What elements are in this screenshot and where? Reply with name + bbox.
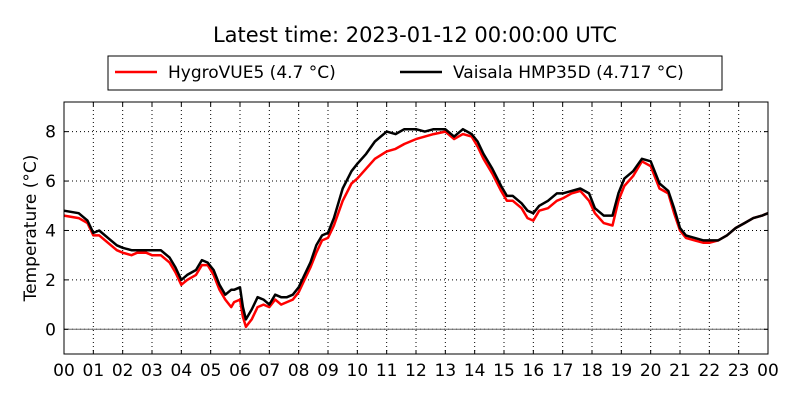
- x-tick-label: 04: [171, 361, 193, 381]
- series-line-hygrovue: [63, 130, 769, 329]
- x-tick-label: 06: [229, 361, 251, 381]
- x-tick-label: 11: [376, 361, 398, 381]
- x-tick-label: 22: [699, 361, 721, 381]
- x-tick-label: 14: [464, 361, 486, 381]
- x-tick-label: 09: [317, 361, 339, 381]
- x-tick-label: 18: [581, 361, 603, 381]
- x-tick-label: 07: [259, 361, 281, 381]
- x-tick-label: 13: [435, 361, 457, 381]
- legend-label-vaisala: Vaisala HMP35D (4.717 °C): [453, 63, 684, 83]
- y-axis-label: Temperature (°C): [21, 155, 41, 303]
- y-tick-label: 6: [45, 172, 56, 192]
- x-tick-label: 10: [347, 361, 369, 381]
- y-tick-label: 0: [45, 320, 56, 340]
- x-tick-label: 16: [523, 361, 545, 381]
- y-tick-label: 2: [45, 271, 56, 291]
- series-lines: [63, 127, 769, 329]
- legend-label-hygrovue: HygroVUE5 (4.7 °C): [168, 63, 336, 83]
- x-tick-label: 00: [757, 361, 779, 381]
- x-tick-label: 02: [112, 361, 134, 381]
- x-tick-label: 05: [200, 361, 222, 381]
- x-tick-label: 00: [53, 361, 75, 381]
- y-tick-label: 4: [45, 221, 56, 241]
- x-tick-label: 12: [405, 361, 427, 381]
- x-tick-label: 01: [83, 361, 105, 381]
- chart-title: Latest time: 2023-01-12 00:00:00 UTC: [213, 23, 617, 47]
- x-tick-label: 19: [611, 361, 633, 381]
- x-tick-label: 23: [728, 361, 750, 381]
- y-tick-label: 8: [45, 123, 56, 143]
- x-tick-label: 08: [288, 361, 310, 381]
- plot-area-background: [64, 102, 768, 354]
- x-tick-label: 03: [141, 361, 163, 381]
- x-tick-label: 17: [552, 361, 574, 381]
- x-tick-label: 21: [669, 361, 691, 381]
- axis-ticks: 00 01 02 03 04 05 06 07 08 09 10 11 12 13 14 15 16 17 18 19…: [45, 102, 779, 381]
- series-line-vaisala: [63, 127, 769, 321]
- x-tick-label: 20: [640, 361, 662, 381]
- legend: HygroVUE5 (4.7 °C) Vaisala HMP35D (4.717…: [107, 55, 723, 91]
- x-tick-label: 15: [493, 361, 515, 381]
